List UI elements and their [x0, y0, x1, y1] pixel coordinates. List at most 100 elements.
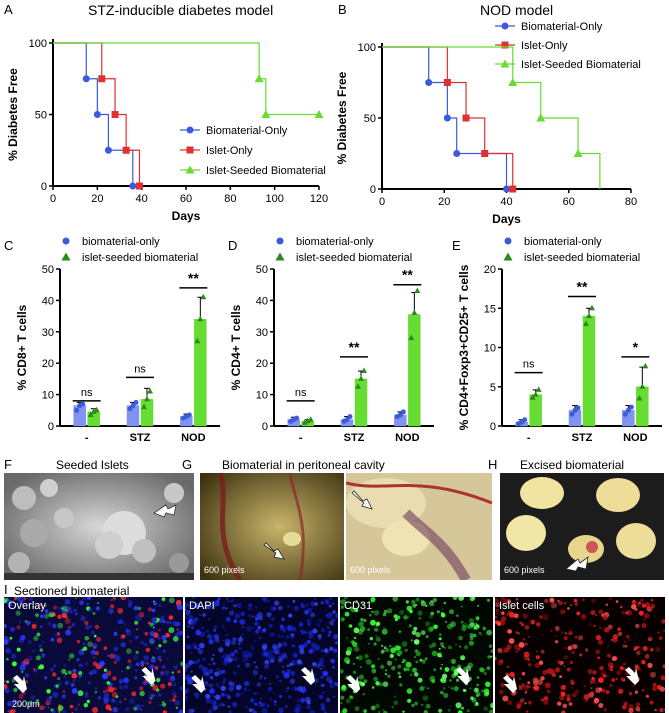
fluorescence-speckle — [61, 694, 66, 699]
fluorescence-speckle — [44, 676, 48, 680]
fluorescence-speckle — [134, 704, 141, 710]
fluorescence-speckle — [120, 642, 126, 648]
fluorescence-speckle — [220, 685, 226, 691]
chart-c-significance-label: ns — [81, 387, 93, 399]
chart-d-data-point — [294, 415, 300, 421]
fluorescence-speckle — [333, 681, 337, 685]
chart-e-legend-marker — [503, 252, 513, 261]
fluorescence-speckle — [340, 605, 344, 609]
fluorescence-speckle — [561, 631, 564, 634]
fluorescence-speckle — [626, 609, 632, 616]
fluorescence-speckle — [87, 681, 91, 685]
chart-c-bar — [140, 399, 154, 427]
fluorescence-speckle — [329, 612, 333, 616]
fluorescence-speckle — [38, 644, 42, 648]
fluorescence-speckle — [508, 612, 515, 618]
fluorescence-speckle — [571, 692, 577, 698]
fluorescence-speckle — [265, 653, 271, 659]
fluorescence-speckle — [269, 632, 275, 638]
chart-c-legend-label: islet-seeded biomaterial — [82, 252, 198, 264]
fluorescence-speckle — [340, 701, 343, 705]
fluorescence-speckle — [329, 646, 334, 651]
chart-b-series-line — [382, 46, 510, 190]
fluorescence-speckle — [659, 708, 664, 713]
fluorescence-speckle — [384, 647, 390, 653]
fluorescence-speckle — [24, 620, 28, 623]
fluorescence-speckle — [110, 599, 113, 601]
fluorescence-speckle — [252, 626, 255, 629]
fluorescence-speckle — [233, 604, 237, 608]
fluorescence-speckle — [233, 671, 237, 675]
fluorescence-speckle — [549, 597, 555, 603]
fluorescence-speckle — [488, 644, 493, 648]
fluorescence-speckle — [591, 691, 594, 695]
fluorescence-speckle — [205, 629, 210, 634]
fluorescence-speckle — [127, 659, 132, 664]
fluorescence-speckle — [329, 597, 332, 600]
fluorescence-speckle — [610, 668, 613, 672]
fluorescence-speckle — [185, 690, 187, 694]
fluorescence-speckle — [430, 611, 435, 616]
chart-a-series-line — [53, 42, 142, 187]
fluorescence-speckle — [332, 666, 335, 669]
fluorescence-speckle — [13, 687, 18, 693]
fluorescence-speckle — [504, 647, 510, 653]
fluorescence-speckle — [246, 626, 252, 632]
fluorescence-speckle — [411, 703, 415, 708]
fluorescence-speckle — [64, 672, 68, 676]
fluorescence-speckle — [151, 616, 157, 623]
fluorescence-speckle — [391, 705, 394, 709]
fluorescence-speckle — [293, 663, 296, 666]
fluorescence-speckle — [449, 679, 452, 682]
fluorescence-speckle — [233, 637, 238, 641]
fluorescence-speckle — [439, 633, 442, 636]
fluorescence-speckle — [279, 695, 283, 698]
fluorescence-speckle — [207, 634, 213, 640]
fluorescence-speckle — [307, 607, 313, 613]
fluorescence-speckle — [407, 698, 412, 703]
chart-d-y-label: % CD4+ T cells — [229, 304, 243, 390]
fluorescence-speckle — [178, 709, 183, 713]
fluorescence-speckle — [53, 664, 56, 668]
fluorescence-speckle — [209, 688, 215, 694]
fluorescence-speckle — [462, 624, 464, 627]
chart-d-data-point — [301, 419, 308, 425]
arrow-icon — [141, 667, 156, 685]
chart-a-legend-marker — [186, 146, 194, 154]
fluorescence-speckle — [310, 646, 316, 653]
fluorescence-speckle — [4, 679, 6, 683]
fluorescence-speckle — [391, 665, 396, 671]
fluorescence-speckle — [188, 615, 194, 621]
fluorescence-speckle — [387, 608, 393, 614]
fluorescence-speckle — [162, 702, 167, 707]
chart-c-legend-marker — [61, 252, 71, 261]
fluorescence-speckle — [185, 664, 188, 670]
fluorescence-speckle — [254, 639, 258, 642]
fluorescence-speckle — [300, 697, 306, 703]
fluorescence-speckle — [204, 681, 208, 685]
fluorescence-speckle — [536, 650, 538, 653]
fluorescence-speckle — [140, 660, 145, 666]
fluorescence-speckle — [220, 654, 225, 659]
fluorescence-speckle — [74, 597, 77, 600]
fluorescence-speckle — [208, 618, 210, 620]
fluorescence-speckle — [392, 597, 399, 602]
caption-h: Excised biomaterial — [520, 458, 625, 472]
fluorescence-speckle — [455, 643, 457, 646]
fluorescence-speckle — [173, 694, 177, 698]
fluorescence-speckle — [112, 707, 118, 713]
chart-a-point — [122, 146, 130, 154]
fluorescence-speckle — [67, 625, 72, 630]
fluorescence-speckle — [327, 678, 329, 680]
fluorescence-speckle — [312, 634, 315, 637]
fluorescence-speckle — [662, 664, 665, 669]
fluorescence-speckle — [123, 684, 129, 689]
fluorescence-speckle — [35, 613, 39, 617]
fluorescence-speckle — [499, 689, 504, 695]
fluorescence-speckle — [363, 619, 367, 622]
fluorescence-speckle — [285, 634, 290, 640]
chart-d-data-point — [411, 309, 418, 315]
chart-a-x-tick-label: 100 — [265, 193, 283, 205]
fluorescence-speckle — [82, 597, 86, 601]
fluorescence-speckle — [320, 675, 324, 679]
